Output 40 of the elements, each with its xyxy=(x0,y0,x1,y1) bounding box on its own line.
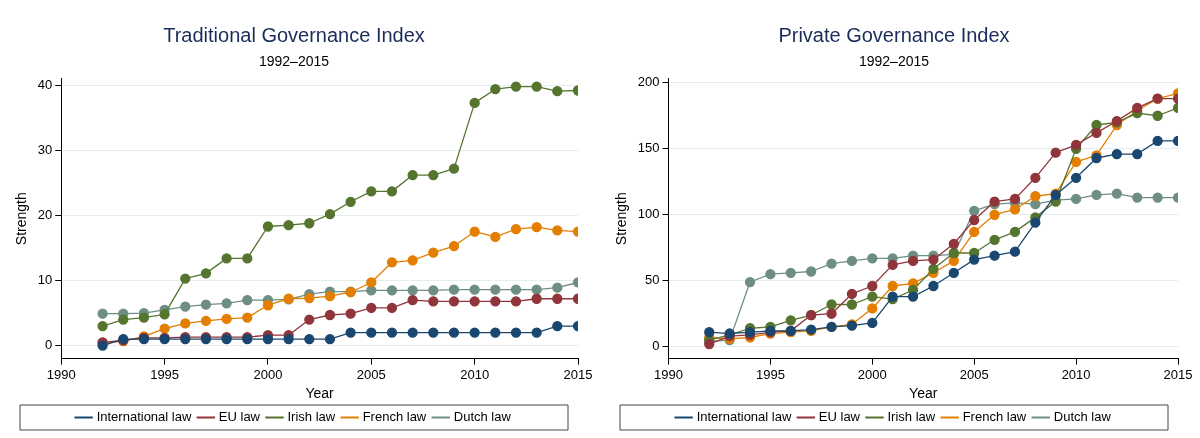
legend-label: Irish law xyxy=(887,409,936,425)
y-axis-title: Strength xyxy=(613,192,630,246)
x-tick-label: 1995 xyxy=(150,366,180,382)
x-tick-label: 2015 xyxy=(1163,366,1193,382)
x-tick-label: 2005 xyxy=(356,366,386,382)
legend-label: EU law xyxy=(218,409,261,425)
legend-label: EU law xyxy=(818,409,861,425)
legend-label: Irish law xyxy=(287,409,336,425)
x-axis-title: Year xyxy=(909,385,938,402)
x-tick-label: 2005 xyxy=(959,366,989,382)
y-axis-title: Strength xyxy=(13,192,30,246)
y-tick-label: 0 xyxy=(652,338,660,354)
legend-label: Dutch law xyxy=(1053,409,1112,425)
y-tick-label: 100 xyxy=(637,206,660,222)
legend-label: International law xyxy=(96,409,192,425)
y-tick-label: 10 xyxy=(37,272,53,288)
legend-label: International law xyxy=(696,409,792,425)
legend-label: French law xyxy=(362,409,427,425)
x-tick-label: 2010 xyxy=(460,366,490,382)
x-tick-label: 2015 xyxy=(563,366,593,382)
y-tick-label: 0 xyxy=(45,337,53,353)
legend-label: Dutch law xyxy=(453,409,512,425)
y-tick-label: 40 xyxy=(37,76,53,92)
chart-subtitle: 1992–2015 xyxy=(258,53,330,70)
y-tick-label: 200 xyxy=(637,74,660,90)
x-tick-label: 2010 xyxy=(1061,366,1091,382)
y-tick-label: 30 xyxy=(37,141,53,157)
x-tick-label: 1990 xyxy=(46,366,76,382)
y-tick-label: 50 xyxy=(645,272,660,288)
x-tick-label: 2000 xyxy=(857,366,887,382)
chart-title: Private Governance Index xyxy=(778,23,1010,46)
y-tick-label: 150 xyxy=(637,140,660,156)
x-tick-label: 1990 xyxy=(654,366,683,382)
x-axis-title: Year xyxy=(305,385,335,402)
x-tick-label: 2000 xyxy=(253,366,283,382)
chart-subtitle: 1992–2015 xyxy=(858,53,930,70)
chart-title: Traditional Governance Index xyxy=(163,23,425,46)
y-tick-label: 20 xyxy=(37,207,53,223)
legend-label: French law xyxy=(962,409,1027,425)
x-tick-label: 1995 xyxy=(755,366,785,382)
